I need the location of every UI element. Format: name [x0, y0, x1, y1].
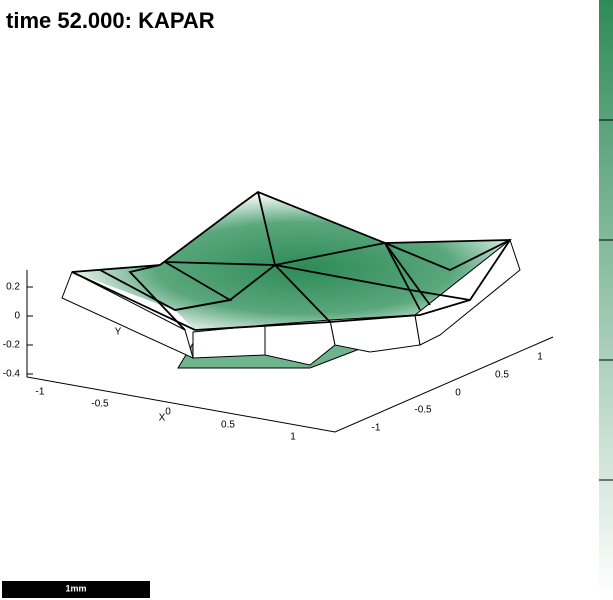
- title: time 52.000: KAPAR: [6, 8, 215, 33]
- y-axis-label: Y: [115, 327, 122, 338]
- scale-bar-label: 1mm: [65, 583, 86, 593]
- x-tick-label: 0: [165, 407, 171, 418]
- axes: [26, 270, 554, 433]
- y-tick-label: 0: [455, 388, 461, 399]
- colorbar-ticks: [599, 119, 613, 481]
- scale-bar: [2, 581, 150, 598]
- surface: [61, 190, 521, 369]
- x-tick-label: 0.5: [221, 420, 235, 431]
- x-axis-label: X: [159, 413, 166, 424]
- y-tick-label: 1: [537, 352, 543, 363]
- z-tick-label: 0.2: [6, 282, 20, 293]
- colorbar: [599, 0, 613, 596]
- y-tick-label: 0.5: [495, 370, 509, 381]
- x-tick-label: 1: [290, 432, 296, 443]
- z-tick-label: -0.4: [3, 369, 21, 380]
- x-tick-label: -0.5: [91, 399, 109, 410]
- z-tick-label: -0.2: [3, 340, 21, 351]
- y-tick-label: -1: [372, 423, 381, 434]
- z-tick-label: 0: [14, 311, 20, 322]
- x-tick-label: -1: [36, 387, 45, 398]
- y-tick-label: -0.5: [414, 405, 432, 416]
